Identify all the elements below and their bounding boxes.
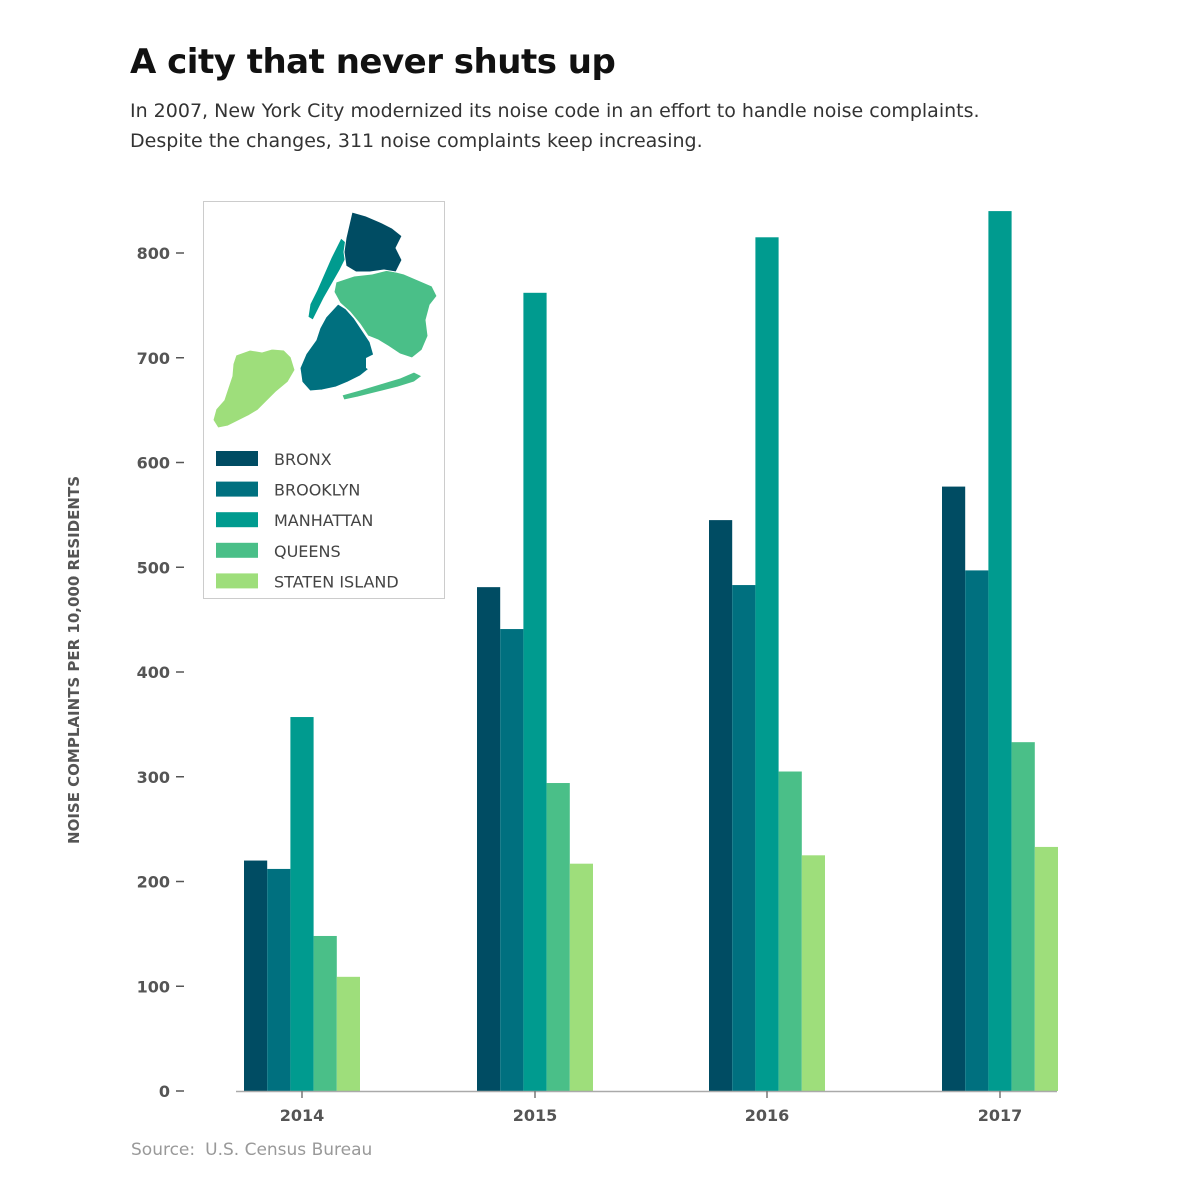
legend-items: BRONX BROOKLYN MANHATTAN QUEENS STATEN ISLAN… <box>216 450 399 591</box>
y-tick-label: 700 <box>137 349 170 368</box>
chart-title: A city that never shuts up <box>130 42 616 82</box>
legend-label-brooklyn: BROOKLYN <box>274 481 360 500</box>
legend-swatch-queens <box>216 542 258 558</box>
y-tick-label: 200 <box>137 873 170 892</box>
x-tick-label: 2017 <box>978 1106 1023 1125</box>
bar-manhattan-2015 <box>523 292 547 1091</box>
bar-staten-island-2017 <box>1034 846 1058 1091</box>
bars-group <box>244 211 1058 1092</box>
source-note: Source: U.S. Census Bureau <box>131 1140 382 1160</box>
bar-brooklyn-2016 <box>732 585 756 1091</box>
y-axis: 0 100 200 300 400 500 600 700 800 <box>137 244 184 1101</box>
legend-label-manhattan: MANHATTAN <box>274 511 373 530</box>
jamaica-bay-water <box>366 352 404 373</box>
x-axis: 2014 2015 2016 2017 <box>236 1090 1057 1125</box>
y-tick-label: 0 <box>159 1082 170 1101</box>
bar-brooklyn-2017 <box>965 570 989 1091</box>
bar-bronx-2017 <box>942 486 966 1092</box>
source-label: Source: <box>131 1140 196 1160</box>
bar-queens-2017 <box>1011 742 1035 1091</box>
subtitle-line-2: Despite the changes, 311 noise complaint… <box>130 130 703 152</box>
legend: BRONX BROOKLYN MANHATTAN QUEENS STATEN ISLAN… <box>203 201 445 599</box>
bar-manhattan-2014 <box>290 717 314 1091</box>
bar-queens-2015 <box>546 783 570 1091</box>
subtitle-line-1: In 2007, New York City modernized its no… <box>130 100 980 122</box>
x-tick-label: 2016 <box>745 1106 790 1125</box>
source-text: U.S. Census Bureau <box>205 1140 373 1160</box>
brooklyn-region <box>299 303 375 392</box>
bar-queens-2014 <box>313 935 337 1091</box>
chart-subtitle: In 2007, New York City modernized its no… <box>130 96 980 156</box>
legend-swatch-manhattan <box>216 512 258 528</box>
legend-label-staten-island: STATEN ISLAND <box>274 572 399 591</box>
bar-bronx-2014 <box>244 860 268 1091</box>
bar-staten-island-2014 <box>336 976 360 1091</box>
legend-swatch-bronx <box>216 451 258 466</box>
y-tick-label: 500 <box>137 558 170 577</box>
bar-bronx-2016 <box>709 520 733 1091</box>
bar-bronx-2015 <box>477 587 501 1091</box>
bar-queens-2016 <box>778 771 802 1091</box>
y-tick-label: 100 <box>137 977 170 996</box>
staten-island-region <box>212 348 296 429</box>
nyc-borough-map <box>212 211 438 429</box>
x-tick-label: 2015 <box>513 1106 558 1125</box>
bar-manhattan-2016 <box>755 237 779 1092</box>
legend-label-queens: QUEENS <box>274 542 341 561</box>
legend-swatch-staten-island <box>216 573 258 589</box>
queens-rockaway-region <box>341 371 423 401</box>
bar-staten-island-2015 <box>569 863 593 1091</box>
legend-swatch-brooklyn <box>216 481 258 497</box>
y-tick-label: 400 <box>137 663 170 682</box>
x-tick-label: 2014 <box>280 1106 325 1125</box>
y-axis-title: NOISE COMPLAINTS PER 10,000 RESIDENTS <box>65 476 83 844</box>
y-tick-label: 600 <box>137 454 170 473</box>
bar-staten-island-2016 <box>801 855 825 1091</box>
legend-label-bronx: BRONX <box>274 450 332 469</box>
y-tick-label: 800 <box>137 244 170 263</box>
bar-brooklyn-2015 <box>500 629 524 1091</box>
y-tick-label: 300 <box>137 768 170 787</box>
bar-brooklyn-2014 <box>267 868 291 1091</box>
bar-manhattan-2017 <box>988 211 1012 1092</box>
bronx-region <box>343 211 403 273</box>
